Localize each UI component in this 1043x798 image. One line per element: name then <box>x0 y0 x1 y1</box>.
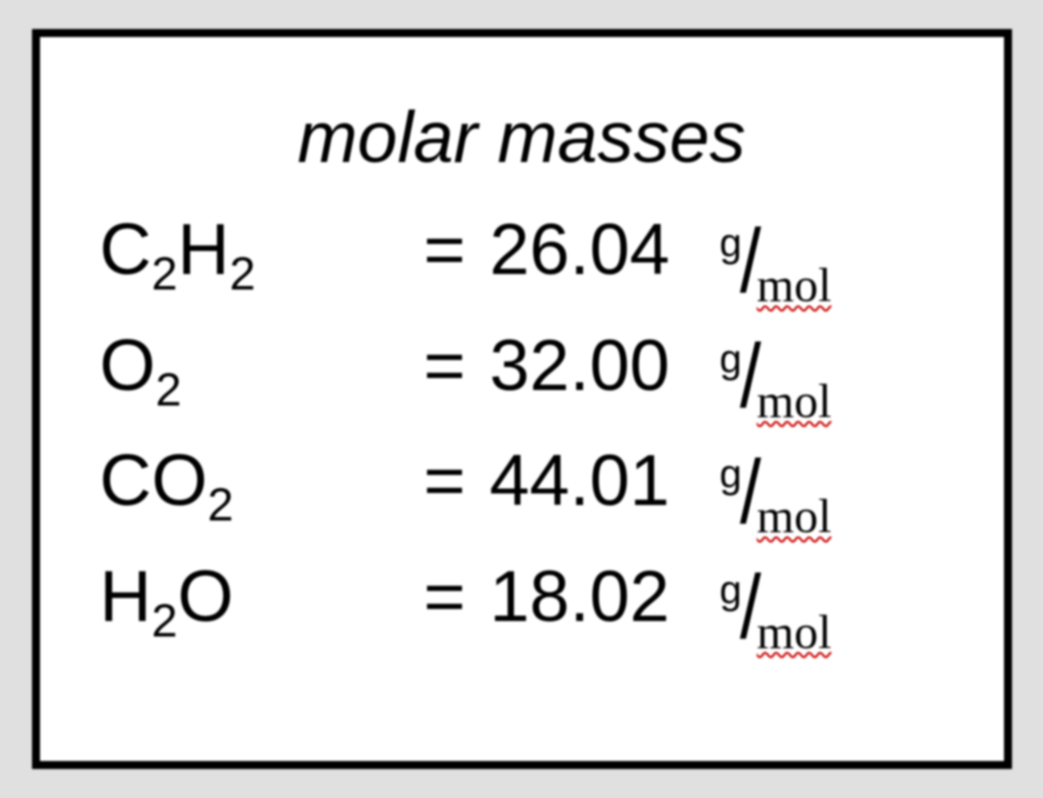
equals-sign: = <box>400 440 490 522</box>
unit: g / mol <box>720 217 832 307</box>
unit-mol: mol <box>757 258 832 313</box>
unit-g: g <box>720 452 742 497</box>
unit-mol: mol <box>757 605 832 660</box>
unit-g: g <box>720 568 742 613</box>
mass-value: 26.04 <box>490 209 730 291</box>
unit-mol: mol <box>757 374 832 429</box>
unit-mol: mol <box>757 489 832 544</box>
formula: H2O <box>100 556 400 638</box>
equals-sign: = <box>400 209 490 291</box>
unit: g / mol <box>720 332 832 422</box>
equals-sign: = <box>400 325 490 407</box>
molar-masses-box: molar masses C2H2 = 26.04 g / mol O2 = 3… <box>32 29 1012 769</box>
table-row: O2 = 32.00 g / mol <box>100 325 944 423</box>
unit: g / mol <box>720 563 832 653</box>
unit: g / mol <box>720 448 832 538</box>
formula: C2H2 <box>100 209 400 291</box>
equals-sign: = <box>400 556 490 638</box>
formula: CO2 <box>100 440 400 522</box>
rows-container: C2H2 = 26.04 g / mol O2 = 32.00 g / mol … <box>100 209 944 653</box>
unit-g: g <box>720 337 742 382</box>
table-row: CO2 = 44.01 g / mol <box>100 440 944 538</box>
formula: O2 <box>100 325 400 407</box>
mass-value: 32.00 <box>490 325 730 407</box>
table-row: H2O = 18.02 g / mol <box>100 556 944 654</box>
mass-value: 44.01 <box>490 440 730 522</box>
table-row: C2H2 = 26.04 g / mol <box>100 209 944 307</box>
mass-value: 18.02 <box>490 556 730 638</box>
box-title: molar masses <box>100 97 944 179</box>
unit-g: g <box>720 221 742 266</box>
